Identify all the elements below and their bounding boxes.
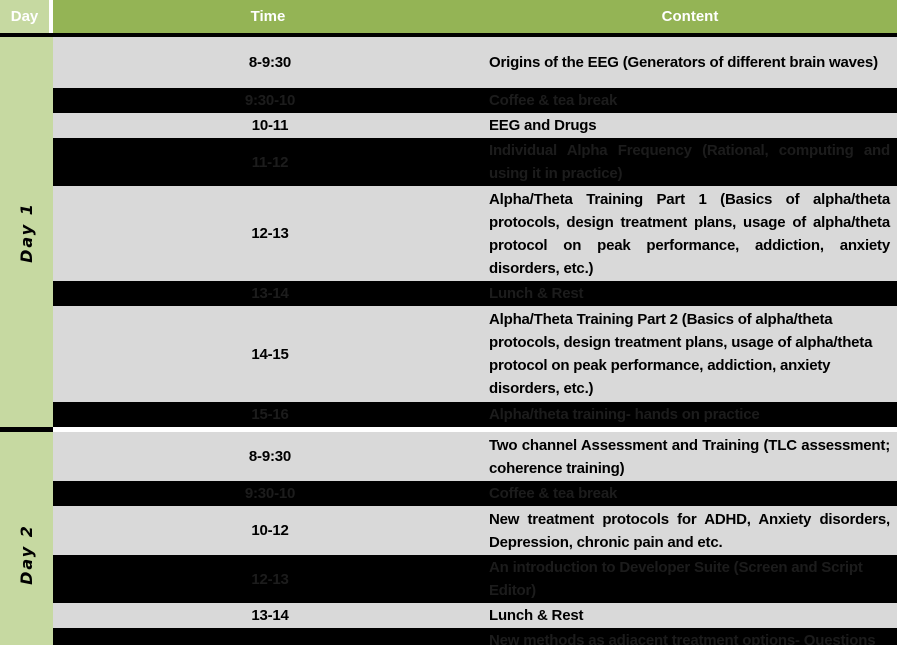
content-cell: Coffee & tea break bbox=[487, 481, 897, 506]
time-cell: 8-9:30 bbox=[248, 448, 292, 465]
content-text: Lunch & Rest bbox=[489, 285, 584, 302]
day2-label-cell: Day 2 bbox=[0, 432, 53, 645]
day2-rows: 8-9:30 Two channel Assessment and Traini… bbox=[53, 432, 897, 645]
content-text: Individual Alpha Frequency (Rational, co… bbox=[489, 142, 890, 182]
time-cell: 13-14 bbox=[251, 285, 289, 302]
time-cell: 10-12 bbox=[251, 522, 289, 539]
content-cell: New methods as adjacent treatment option… bbox=[487, 628, 897, 645]
schedule-row: 8-9:30 Origins of the EEG (Generators of… bbox=[53, 37, 897, 88]
content-cell: New treatment protocols for ADHD, Anxiet… bbox=[487, 506, 897, 555]
schedule-row: 10-12 New treatment protocols for ADHD, … bbox=[53, 506, 897, 555]
day-separator-left bbox=[0, 427, 53, 432]
table-header-row: Day Time Content bbox=[0, 0, 897, 37]
content-text: Two channel Assessment and Training (TLC… bbox=[489, 436, 890, 477]
time-cell: 9:30-10 bbox=[244, 485, 296, 502]
content-cell: EEG and Drugs bbox=[487, 113, 897, 138]
time-cell: 11-12 bbox=[251, 153, 289, 171]
content-cell: Alpha/Theta Training Part 2 (Basics of a… bbox=[487, 306, 897, 402]
header-day: Day bbox=[0, 0, 53, 33]
schedule-row: 11-12 Individual Alpha Frequency (Ration… bbox=[53, 138, 897, 186]
content-text: Coffee & tea break bbox=[489, 92, 618, 109]
content-text: New treatment protocols for ADHD, Anxiet… bbox=[489, 510, 890, 551]
content-text: Alpha/Theta Training Part 2 (Basics of a… bbox=[489, 311, 873, 397]
schedule-row: 12-13 Alpha/Theta Training Part 1 (Basic… bbox=[53, 186, 897, 281]
schedule-row: 13-14 Lunch & Rest bbox=[53, 603, 897, 628]
content-cell: Alpha/Theta Training Part 1 (Basics of a… bbox=[487, 186, 897, 281]
day1-section: Day 1 8-9:30 Origins of the EEG (Generat… bbox=[0, 37, 897, 427]
time-cell: 8-9:30 bbox=[248, 54, 292, 71]
content-text: Coffee & tea break bbox=[489, 485, 618, 502]
time-cell: 13-14 bbox=[251, 607, 289, 624]
day-separator-body bbox=[53, 427, 897, 432]
time-cell: 9:30-10 bbox=[244, 92, 296, 109]
content-cell: Origins of the EEG (Generators of differ… bbox=[487, 37, 897, 88]
header-time: Time bbox=[53, 0, 483, 33]
day2-label: Day 2 bbox=[17, 523, 36, 585]
content-cell: Lunch & Rest bbox=[487, 281, 897, 306]
content-text: Origins of the EEG (Generators of differ… bbox=[489, 54, 878, 71]
content-cell: Coffee & tea break bbox=[487, 88, 897, 113]
schedule-row: 14-15 Alpha/Theta Training Part 2 (Basic… bbox=[53, 306, 897, 402]
content-cell: Lunch & Rest bbox=[487, 603, 897, 628]
time-cell: 12-13 bbox=[251, 225, 289, 242]
schedule-row: 15-16 Alpha/theta training- hands on pra… bbox=[53, 402, 897, 427]
content-text: EEG and Drugs bbox=[489, 117, 597, 134]
content-cell: Individual Alpha Frequency (Rational, co… bbox=[487, 138, 897, 186]
content-cell: Alpha/theta training- hands on practice bbox=[487, 402, 897, 427]
day1-label: Day 1 bbox=[17, 201, 36, 263]
content-cell: Two channel Assessment and Training (TLC… bbox=[487, 432, 897, 481]
content-text: Alpha/theta training- hands on practice bbox=[489, 406, 760, 423]
content-text: An introduction to Developer Suite (Scre… bbox=[489, 559, 863, 599]
schedule-row: 13-14 Lunch & Rest bbox=[53, 281, 897, 306]
schedule-row: 9:30-10 Coffee & tea break bbox=[53, 481, 897, 506]
schedule-row: 14-16 New methods as adjacent treatment … bbox=[53, 628, 897, 645]
schedule-row: 10-11 EEG and Drugs bbox=[53, 113, 897, 138]
day-separator bbox=[0, 427, 897, 432]
time-cell: 14-16 bbox=[53, 628, 487, 645]
day1-rows: 8-9:30 Origins of the EEG (Generators of… bbox=[53, 37, 897, 427]
content-text: Alpha/Theta Training Part 1 (Basics of a… bbox=[489, 190, 890, 277]
day2-section: Day 2 8-9:30 Two channel Assessment and … bbox=[0, 432, 897, 645]
content-text: Lunch & Rest bbox=[489, 607, 584, 624]
header-content: Content bbox=[483, 0, 897, 33]
time-cell: 10-11 bbox=[251, 117, 289, 134]
schedule-row: 12-13 An introduction to Developer Suite… bbox=[53, 555, 897, 603]
time-cell: 14-15 bbox=[251, 345, 289, 363]
time-cell: 12-13 bbox=[251, 570, 289, 588]
schedule-row: 9:30-10 Coffee & tea break bbox=[53, 88, 897, 113]
content-text: New methods as adjacent treatment option… bbox=[489, 632, 876, 645]
schedule-row: 8-9:30 Two channel Assessment and Traini… bbox=[53, 432, 897, 481]
content-cell: An introduction to Developer Suite (Scre… bbox=[487, 555, 897, 603]
time-cell: 15-16 bbox=[251, 406, 289, 423]
day1-label-cell: Day 1 bbox=[0, 37, 53, 427]
